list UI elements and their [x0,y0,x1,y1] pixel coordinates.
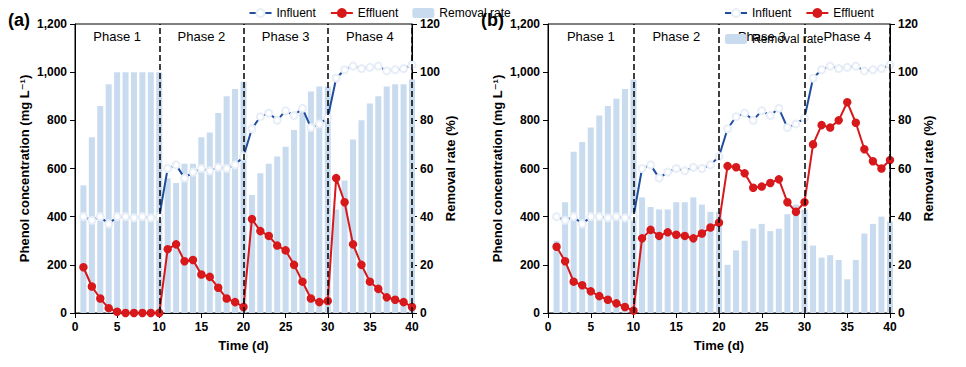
svg-text:40: 40 [883,320,897,334]
svg-text:15: 15 [195,320,209,334]
svg-text:100: 100 [898,65,918,79]
svg-text:Removal rate: Removal rate [752,32,824,46]
svg-text:0: 0 [72,320,79,334]
svg-text:Phase 1: Phase 1 [93,29,141,44]
svg-text:Phase 4: Phase 4 [823,29,871,44]
svg-text:0: 0 [420,306,427,320]
svg-text:35: 35 [841,320,855,334]
svg-text:20: 20 [898,258,912,272]
svg-text:10: 10 [627,320,641,334]
svg-text:80: 80 [420,113,434,127]
svg-text:Phase 2: Phase 2 [652,29,700,44]
svg-text:200: 200 [520,258,540,272]
svg-text:25: 25 [755,320,769,334]
svg-text:0: 0 [545,320,552,334]
svg-text:400: 400 [47,210,67,224]
svg-text:600: 600 [520,162,540,176]
svg-text:40: 40 [420,210,434,224]
svg-text:Time (d): Time (d) [218,338,268,353]
svg-text:15: 15 [670,320,684,334]
svg-text:Effluent: Effluent [833,6,874,20]
svg-text:1,200: 1,200 [37,17,67,31]
svg-text:Phenol concentration (mg L⁻¹): Phenol concentration (mg L⁻¹) [17,75,32,262]
svg-text:0: 0 [898,306,905,320]
svg-text:40: 40 [405,320,419,334]
svg-text:Phase 4: Phase 4 [346,29,394,44]
svg-text:Influent: Influent [752,6,792,20]
svg-text:Effluent: Effluent [358,6,399,20]
svg-text:20: 20 [420,258,434,272]
svg-text:100: 100 [420,65,440,79]
svg-text:5: 5 [587,320,594,334]
svg-text:30: 30 [798,320,812,334]
svg-text:Phenol concentration (mg L⁻¹): Phenol concentration (mg L⁻¹) [490,75,505,262]
svg-text:5: 5 [114,320,121,334]
svg-text:Phase 3: Phase 3 [262,29,310,44]
svg-text:80: 80 [898,113,912,127]
svg-text:(b): (b) [481,10,504,30]
svg-text:Influent: Influent [277,6,317,20]
svg-text:1,000: 1,000 [510,65,540,79]
svg-text:Phase 2: Phase 2 [178,29,226,44]
svg-text:40: 40 [898,210,912,224]
svg-text:200: 200 [47,258,67,272]
svg-text:Phase 1: Phase 1 [567,29,615,44]
svg-text:60: 60 [898,162,912,176]
svg-text:30: 30 [321,320,335,334]
svg-text:600: 600 [47,162,67,176]
svg-text:800: 800 [47,113,67,127]
svg-text:10: 10 [153,320,167,334]
svg-text:35: 35 [363,320,377,334]
svg-text:800: 800 [520,113,540,127]
svg-text:Removal rate (%): Removal rate (%) [443,116,458,221]
svg-text:20: 20 [712,320,726,334]
svg-text:Removal rate: Removal rate [439,6,511,20]
svg-text:Removal rate (%): Removal rate (%) [921,116,936,221]
svg-text:1,200: 1,200 [510,17,540,31]
svg-text:20: 20 [237,320,251,334]
svg-text:(a): (a) [8,10,30,30]
svg-text:120: 120 [898,17,918,31]
svg-text:1,000: 1,000 [37,65,67,79]
svg-text:25: 25 [279,320,293,334]
svg-text:60: 60 [420,162,434,176]
svg-text:400: 400 [520,210,540,224]
svg-text:0: 0 [60,306,67,320]
svg-text:0: 0 [533,306,540,320]
svg-text:Time (d): Time (d) [694,338,744,353]
svg-text:120: 120 [420,17,440,31]
